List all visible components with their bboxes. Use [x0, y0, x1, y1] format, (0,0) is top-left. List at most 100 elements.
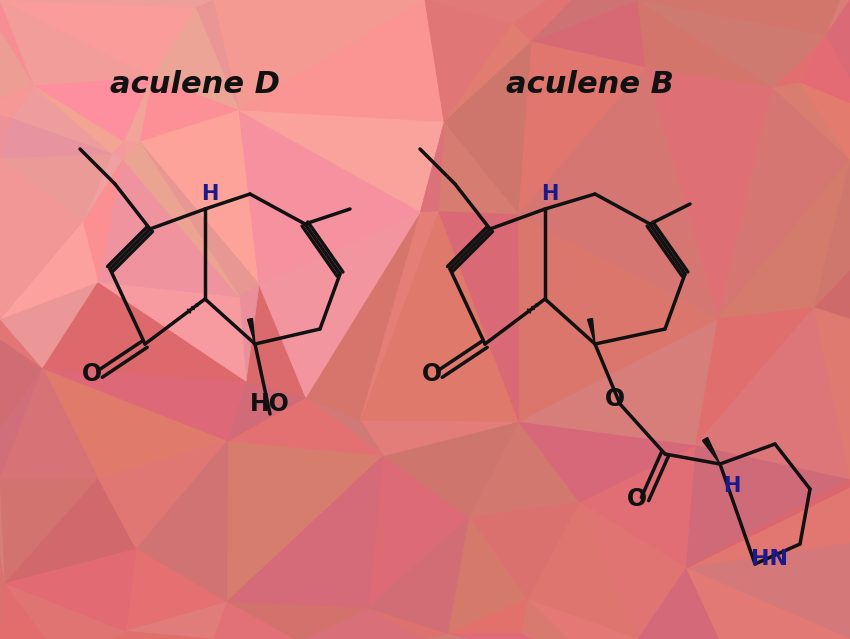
- Polygon shape: [531, 0, 638, 42]
- Polygon shape: [99, 441, 228, 549]
- Polygon shape: [5, 479, 136, 583]
- Polygon shape: [239, 111, 444, 212]
- Polygon shape: [360, 211, 439, 420]
- Polygon shape: [368, 456, 469, 608]
- Text: H: H: [541, 184, 558, 204]
- Polygon shape: [99, 282, 246, 381]
- Polygon shape: [0, 0, 213, 8]
- Polygon shape: [139, 111, 259, 284]
- Polygon shape: [687, 445, 850, 568]
- Polygon shape: [0, 368, 99, 479]
- Polygon shape: [527, 599, 638, 639]
- Polygon shape: [227, 456, 383, 608]
- Polygon shape: [0, 479, 99, 583]
- Text: HO: HO: [250, 392, 290, 416]
- Polygon shape: [99, 159, 240, 297]
- Text: aculene B: aculene B: [506, 70, 674, 98]
- Text: O: O: [82, 362, 102, 386]
- Polygon shape: [444, 24, 531, 122]
- Polygon shape: [306, 212, 421, 420]
- Polygon shape: [469, 502, 580, 599]
- Polygon shape: [298, 608, 425, 639]
- Polygon shape: [638, 0, 842, 35]
- Polygon shape: [0, 319, 42, 368]
- Polygon shape: [687, 568, 850, 639]
- Polygon shape: [687, 479, 850, 568]
- Polygon shape: [702, 438, 720, 464]
- Polygon shape: [42, 282, 246, 381]
- Polygon shape: [5, 549, 136, 631]
- Polygon shape: [66, 631, 213, 639]
- Polygon shape: [360, 211, 518, 422]
- Polygon shape: [228, 397, 383, 456]
- Polygon shape: [469, 422, 580, 518]
- Polygon shape: [0, 86, 34, 118]
- Text: O: O: [422, 362, 442, 386]
- Polygon shape: [0, 583, 66, 639]
- Text: HN: HN: [751, 549, 789, 569]
- Polygon shape: [227, 602, 368, 639]
- Polygon shape: [826, 0, 850, 111]
- Polygon shape: [0, 159, 82, 319]
- Polygon shape: [444, 42, 531, 214]
- Polygon shape: [645, 68, 773, 319]
- Polygon shape: [800, 35, 850, 111]
- Polygon shape: [0, 222, 99, 319]
- Polygon shape: [151, 8, 239, 111]
- Polygon shape: [5, 583, 126, 639]
- Polygon shape: [696, 307, 850, 479]
- Polygon shape: [425, 633, 600, 639]
- Polygon shape: [42, 368, 228, 479]
- Polygon shape: [425, 0, 623, 24]
- Polygon shape: [518, 319, 718, 445]
- Polygon shape: [449, 633, 600, 639]
- Polygon shape: [580, 502, 687, 639]
- Text: H: H: [201, 184, 218, 204]
- Polygon shape: [306, 397, 383, 456]
- Polygon shape: [696, 307, 813, 445]
- Polygon shape: [826, 0, 850, 35]
- Text: aculene D: aculene D: [110, 70, 280, 98]
- Polygon shape: [196, 0, 239, 111]
- Polygon shape: [513, 0, 623, 42]
- Polygon shape: [813, 307, 850, 479]
- Polygon shape: [439, 211, 518, 422]
- Polygon shape: [0, 453, 5, 583]
- Text: O: O: [605, 387, 625, 411]
- Polygon shape: [531, 0, 645, 68]
- Polygon shape: [638, 568, 741, 639]
- Polygon shape: [239, 0, 444, 122]
- Polygon shape: [126, 549, 227, 631]
- Polygon shape: [228, 381, 306, 441]
- Polygon shape: [82, 154, 122, 222]
- Polygon shape: [800, 83, 850, 159]
- Polygon shape: [527, 502, 638, 639]
- Polygon shape: [360, 420, 518, 456]
- Polygon shape: [773, 35, 826, 88]
- Polygon shape: [0, 0, 34, 86]
- Polygon shape: [34, 86, 124, 154]
- Polygon shape: [773, 83, 850, 159]
- Polygon shape: [213, 0, 425, 111]
- Polygon shape: [124, 77, 151, 142]
- Polygon shape: [139, 142, 259, 297]
- Polygon shape: [0, 20, 34, 110]
- Polygon shape: [227, 441, 383, 602]
- Polygon shape: [239, 111, 421, 284]
- Polygon shape: [0, 154, 112, 222]
- Polygon shape: [687, 486, 850, 568]
- Polygon shape: [368, 518, 469, 633]
- Polygon shape: [718, 88, 850, 319]
- Polygon shape: [259, 212, 421, 397]
- Polygon shape: [42, 368, 246, 441]
- Polygon shape: [518, 422, 696, 502]
- Text: H: H: [723, 476, 740, 496]
- Polygon shape: [521, 599, 600, 639]
- Polygon shape: [126, 602, 227, 639]
- Polygon shape: [0, 453, 5, 639]
- Polygon shape: [0, 110, 12, 159]
- Polygon shape: [638, 0, 773, 88]
- Polygon shape: [687, 540, 850, 639]
- Polygon shape: [0, 0, 151, 86]
- Polygon shape: [0, 282, 99, 368]
